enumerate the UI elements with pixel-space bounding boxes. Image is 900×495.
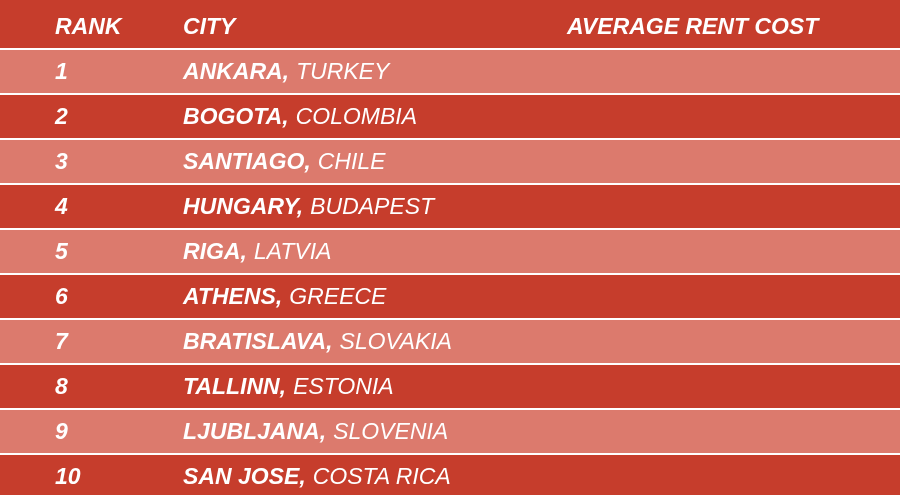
- city-cell: ATHENS, GREECE: [183, 275, 386, 318]
- country-name: GREECE: [289, 283, 387, 309]
- country-name: COLOMBIA: [295, 103, 418, 129]
- table-row: 10 SAN JOSE, COSTA RICA: [0, 455, 900, 495]
- country-name: COSTA RICA: [312, 463, 451, 489]
- table-row: 9 LJUBLJANA, SLOVENIA: [0, 410, 900, 453]
- table-row: 1 ANKARA, TURKEY: [0, 50, 900, 93]
- city-name: HUNGARY,: [183, 193, 304, 219]
- city-cell: LJUBLJANA, SLOVENIA: [183, 410, 448, 453]
- city-cell: SANTIAGO, CHILE: [183, 140, 386, 183]
- country-name: SLOVENIA: [333, 418, 449, 444]
- rank-cell: 7: [55, 328, 68, 354]
- city-cell: BOGOTA, COLOMBIA: [183, 95, 417, 138]
- city-cell: RIGA, LATVIA: [183, 230, 331, 273]
- table-row: 7 BRATISLAVA, SLOVAKIA: [0, 320, 900, 363]
- table-row: 4 HUNGARY, BUDAPEST: [0, 185, 900, 228]
- country-name: LATVIA: [253, 238, 332, 264]
- city-name: SAN JOSE,: [183, 463, 306, 489]
- city-cell: BRATISLAVA, SLOVAKIA: [183, 320, 452, 363]
- city-name: ATHENS,: [183, 283, 283, 309]
- city-cell: SAN JOSE, COSTA RICA: [183, 455, 451, 495]
- city-cell: TALLINN, ESTONIA: [183, 365, 394, 408]
- header-cell: CITY: [183, 13, 236, 39]
- header-row: RANK CITY AVERAGE RENT COST: [0, 0, 900, 48]
- header-cell: AVERAGE RENT COST: [567, 13, 819, 39]
- rank-cell: 6: [55, 283, 68, 309]
- country-name: ESTONIA: [293, 373, 394, 399]
- country-name: SLOVAKIA: [339, 328, 453, 354]
- country-name: BUDAPEST: [310, 193, 435, 219]
- city-name: BOGOTA,: [183, 103, 289, 129]
- city-cell: ANKARA, TURKEY: [183, 50, 389, 93]
- city-name: SANTIAGO,: [183, 148, 311, 174]
- rank-cell: 3: [55, 148, 68, 174]
- table-row: 3 SANTIAGO, CHILE: [0, 140, 900, 183]
- table-row: 5 RIGA, LATVIA: [0, 230, 900, 273]
- rank-cell: 5: [55, 238, 68, 264]
- rank-cell: 9: [55, 418, 68, 444]
- city-name: ANKARA,: [183, 58, 290, 84]
- country-name: TURKEY: [296, 58, 390, 84]
- table-row: 6 ATHENS, GREECE: [0, 275, 900, 318]
- rank-cell: 2: [55, 103, 68, 129]
- city-cell: HUNGARY, BUDAPEST: [183, 185, 434, 228]
- city-name: TALLINN,: [183, 373, 287, 399]
- city-name: RIGA,: [183, 238, 247, 264]
- rank-cell: 1: [55, 58, 68, 84]
- rank-cell: 4: [55, 193, 68, 219]
- country-name: CHILE: [317, 148, 386, 174]
- rank-cell: 8: [55, 373, 68, 399]
- header-cell: RANK: [55, 13, 122, 39]
- rank-cell: 10: [55, 463, 81, 489]
- city-name: LJUBLJANA,: [183, 418, 327, 444]
- city-name: BRATISLAVA,: [183, 328, 333, 354]
- table-row: 8 TALLINN, ESTONIA: [0, 365, 900, 408]
- table-row: 2 BOGOTA, COLOMBIA: [0, 95, 900, 138]
